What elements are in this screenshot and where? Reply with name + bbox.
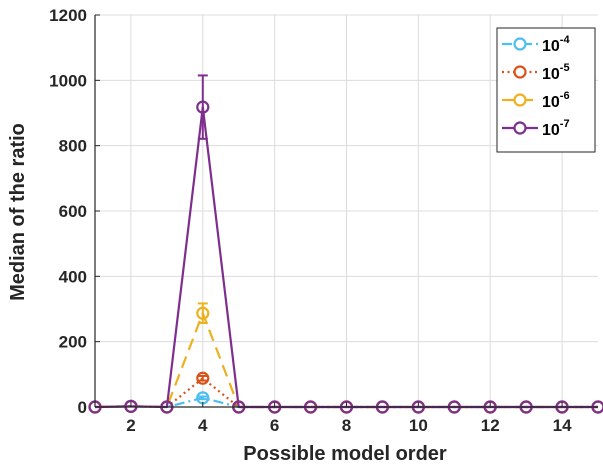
x-tick-label: 10 xyxy=(409,416,428,435)
legend: 10-410-510-610-7 xyxy=(496,27,596,153)
x-tick-label: 12 xyxy=(481,416,500,435)
y-tick-label: 0 xyxy=(78,398,87,417)
legend-marker xyxy=(513,37,527,51)
legend-label-exponent: -4 xyxy=(560,34,571,46)
x-tick-label: 6 xyxy=(270,416,279,435)
data-point xyxy=(196,306,210,320)
legend-label-exponent: -7 xyxy=(560,118,570,130)
x-tick-label: 8 xyxy=(342,416,351,435)
data-point xyxy=(196,100,210,114)
axes: 2 4 6 8 10 12 14 0 200 400 600 800 1000 1200 xyxy=(49,6,598,435)
y-tick-label: 800 xyxy=(59,137,87,156)
legend-label: 10-5 xyxy=(542,62,570,83)
legend-label: 10-6 xyxy=(542,90,570,111)
y-tick-label: 1000 xyxy=(49,71,87,90)
x-axis-title: Possible model order xyxy=(243,443,447,465)
legend-label: 10-7 xyxy=(542,118,570,139)
legend-label-base: 10 xyxy=(542,38,560,55)
data-point xyxy=(124,399,138,413)
legend-label-base: 10 xyxy=(542,94,560,111)
legend-label-exponent: -5 xyxy=(560,62,570,74)
y-axis-title: Median of the ratio xyxy=(7,123,29,301)
legend-label-exponent: -6 xyxy=(560,90,570,102)
legend-label-base: 10 xyxy=(542,66,560,83)
legend-box xyxy=(496,27,596,153)
data-point xyxy=(196,371,210,385)
x-tick-label: 14 xyxy=(553,416,572,435)
legend-marker xyxy=(513,93,527,107)
x-tick-label: 2 xyxy=(126,416,135,435)
y-tick-label: 400 xyxy=(59,267,87,286)
legend-marker xyxy=(513,121,527,135)
y-tick-label: 1200 xyxy=(49,6,87,25)
y-tick-label: 200 xyxy=(59,333,87,352)
legend-marker xyxy=(513,65,527,79)
legend-label-base: 10 xyxy=(542,122,560,139)
y-tick-label: 600 xyxy=(59,202,87,221)
x-tick-label: 4 xyxy=(198,416,208,435)
legend-label: 10-4 xyxy=(542,34,570,55)
